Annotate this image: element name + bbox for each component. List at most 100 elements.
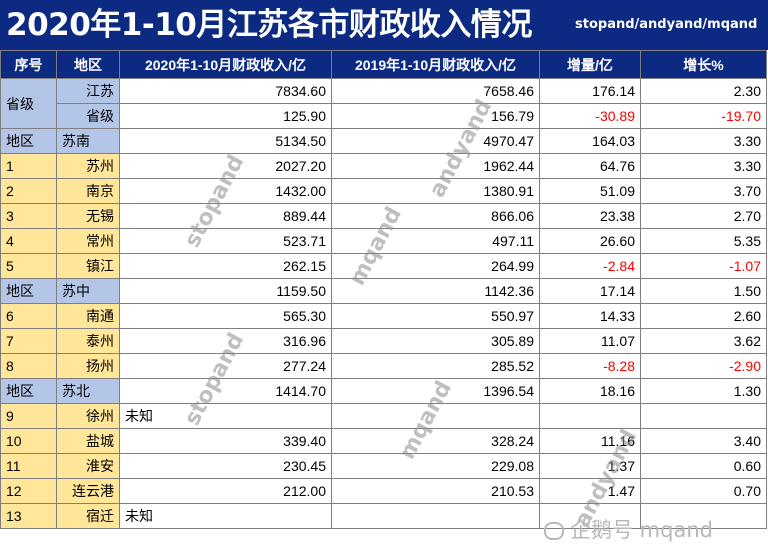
header-2019: 2019年1-10月财政收入/亿 xyxy=(331,50,540,79)
table-row: 9 徐州 未知 xyxy=(0,403,767,429)
title-banner: 2020年1-10月江苏各市财政收入情况 stopand/andyand/mqa… xyxy=(0,0,768,50)
row-seq: 省级 xyxy=(0,78,57,129)
corner-watermark: 企鹅号 mqand xyxy=(544,514,713,544)
row-2019: 305.89 xyxy=(331,328,540,354)
row-growth: 1.50 xyxy=(640,278,767,304)
header-2020: 2020年1-10月财政收入/亿 xyxy=(119,50,332,79)
row-2020: 889.44 xyxy=(119,203,332,229)
row-increase: 17.14 xyxy=(539,278,641,304)
row-2019: 7658.46 xyxy=(331,78,540,104)
row-2019: 550.97 xyxy=(331,303,540,329)
row-2020: 277.24 xyxy=(119,353,332,379)
row-increase xyxy=(539,403,641,429)
row-increase: -2.84 xyxy=(539,253,641,279)
table-row: 11 淮安 230.45 229.08 1.37 0.60 xyxy=(0,453,767,479)
row-growth: 3.30 xyxy=(640,128,767,154)
row-region: 常州 xyxy=(56,228,120,254)
row-seq: 6 xyxy=(0,303,57,329)
table-row: 7 泰州 316.96 305.89 11.07 3.62 xyxy=(0,328,767,354)
table-row: 3 无锡 889.44 866.06 23.38 2.70 xyxy=(0,203,767,229)
row-increase: 14.33 xyxy=(539,303,641,329)
row-increase: 51.09 xyxy=(539,178,641,204)
row-2020: 230.45 xyxy=(119,453,332,479)
row-growth: 2.30 xyxy=(640,78,767,104)
row-seq: 地区 xyxy=(0,128,57,154)
table-row: 地区 苏中 1159.50 1142.36 17.14 1.50 xyxy=(0,278,767,304)
row-increase: 164.03 xyxy=(539,128,641,154)
row-growth: 2.70 xyxy=(640,203,767,229)
row-region: 镇江 xyxy=(56,253,120,279)
table-row: 6 南通 565.30 550.97 14.33 2.60 xyxy=(0,303,767,329)
row-growth: 3.30 xyxy=(640,153,767,179)
row-increase: 11.16 xyxy=(539,428,641,454)
table-row: 10 盐城 339.40 328.24 11.16 3.40 xyxy=(0,428,767,454)
row-2019: 4970.47 xyxy=(331,128,540,154)
row-2019 xyxy=(331,503,540,529)
row-2019: 497.11 xyxy=(331,228,540,254)
header-increase: 增量/亿 xyxy=(539,50,641,79)
row-region: 苏北 xyxy=(56,378,120,404)
row-2019: 1396.54 xyxy=(331,378,540,404)
row-region: 连云港 xyxy=(56,478,120,504)
row-increase: -30.89 xyxy=(539,103,641,129)
row-2019 xyxy=(331,403,540,429)
table-row: 12 连云港 212.00 210.53 1.47 0.70 xyxy=(0,478,767,504)
row-region: 宿迁 xyxy=(56,503,120,529)
row-seq: 地区 xyxy=(0,278,57,304)
row-2019: 328.24 xyxy=(331,428,540,454)
table-row: 4 常州 523.71 497.11 26.60 5.35 xyxy=(0,228,767,254)
row-increase: 11.07 xyxy=(539,328,641,354)
row-increase: 23.38 xyxy=(539,203,641,229)
row-2019: 866.06 xyxy=(331,203,540,229)
row-region: 徐州 xyxy=(56,403,120,429)
row-seq: 1 xyxy=(0,153,57,179)
row-seq: 9 xyxy=(0,403,57,429)
corner-watermark-text: 企鹅号 mqand xyxy=(570,518,713,542)
row-growth xyxy=(640,403,767,429)
row-seq: 4 xyxy=(0,228,57,254)
credit-text: stopand/andyand/mqand xyxy=(575,17,758,32)
row-2020: 316.96 xyxy=(119,328,332,354)
table-row: 2 南京 1432.00 1380.91 51.09 3.70 xyxy=(0,178,767,204)
row-increase: 1.37 xyxy=(539,453,641,479)
row-2019: 1962.44 xyxy=(331,153,540,179)
row-seq: 3 xyxy=(0,203,57,229)
row-increase: 26.60 xyxy=(539,228,641,254)
row-2019: 1380.91 xyxy=(331,178,540,204)
row-growth: 5.35 xyxy=(640,228,767,254)
row-2020: 125.90 xyxy=(119,103,332,129)
row-region: 南通 xyxy=(56,303,120,329)
row-2020: 2027.20 xyxy=(119,153,332,179)
table-row: 省级 125.90 156.79 -30.89 -19.70 xyxy=(1,103,767,129)
row-growth: 3.62 xyxy=(640,328,767,354)
row-region: 苏南 xyxy=(56,128,120,154)
row-growth: 2.60 xyxy=(640,303,767,329)
table-row: 地区 苏北 1414.70 1396.54 18.16 1.30 xyxy=(0,378,767,404)
row-seq: 2 xyxy=(0,178,57,204)
row-2020: 1414.70 xyxy=(119,378,332,404)
table-row: 省级 江苏 7834.60 7658.46 176.14 2.30 xyxy=(0,78,767,129)
row-2020: 1159.50 xyxy=(119,278,332,304)
row-region: 淮安 xyxy=(56,453,120,479)
table-header-row: 序号 地区 2020年1-10月财政收入/亿 2019年1-10月财政收入/亿 … xyxy=(0,50,767,79)
row-2020: 1432.00 xyxy=(119,178,332,204)
row-region: 扬州 xyxy=(56,353,120,379)
row-region: 泰州 xyxy=(56,328,120,354)
row-growth: 3.70 xyxy=(640,178,767,204)
row-region: 苏中 xyxy=(56,278,120,304)
row-2019: 229.08 xyxy=(331,453,540,479)
row-2019: 156.79 xyxy=(331,103,540,129)
row-region: 无锡 xyxy=(56,203,120,229)
row-seq: 地区 xyxy=(0,378,57,404)
row-growth xyxy=(640,503,767,529)
row-2019: 285.52 xyxy=(331,353,540,379)
penguin-icon xyxy=(544,522,564,540)
row-2020: 5134.50 xyxy=(119,128,332,154)
row-2020: 212.00 xyxy=(119,478,332,504)
page-title: 2020年1-10月江苏各市财政收入情况 xyxy=(6,7,532,43)
row-2019: 264.99 xyxy=(331,253,540,279)
row-increase: 176.14 xyxy=(539,78,641,104)
row-seq: 13 xyxy=(0,503,57,529)
row-region: 苏州 xyxy=(56,153,120,179)
row-growth: -1.07 xyxy=(640,253,767,279)
